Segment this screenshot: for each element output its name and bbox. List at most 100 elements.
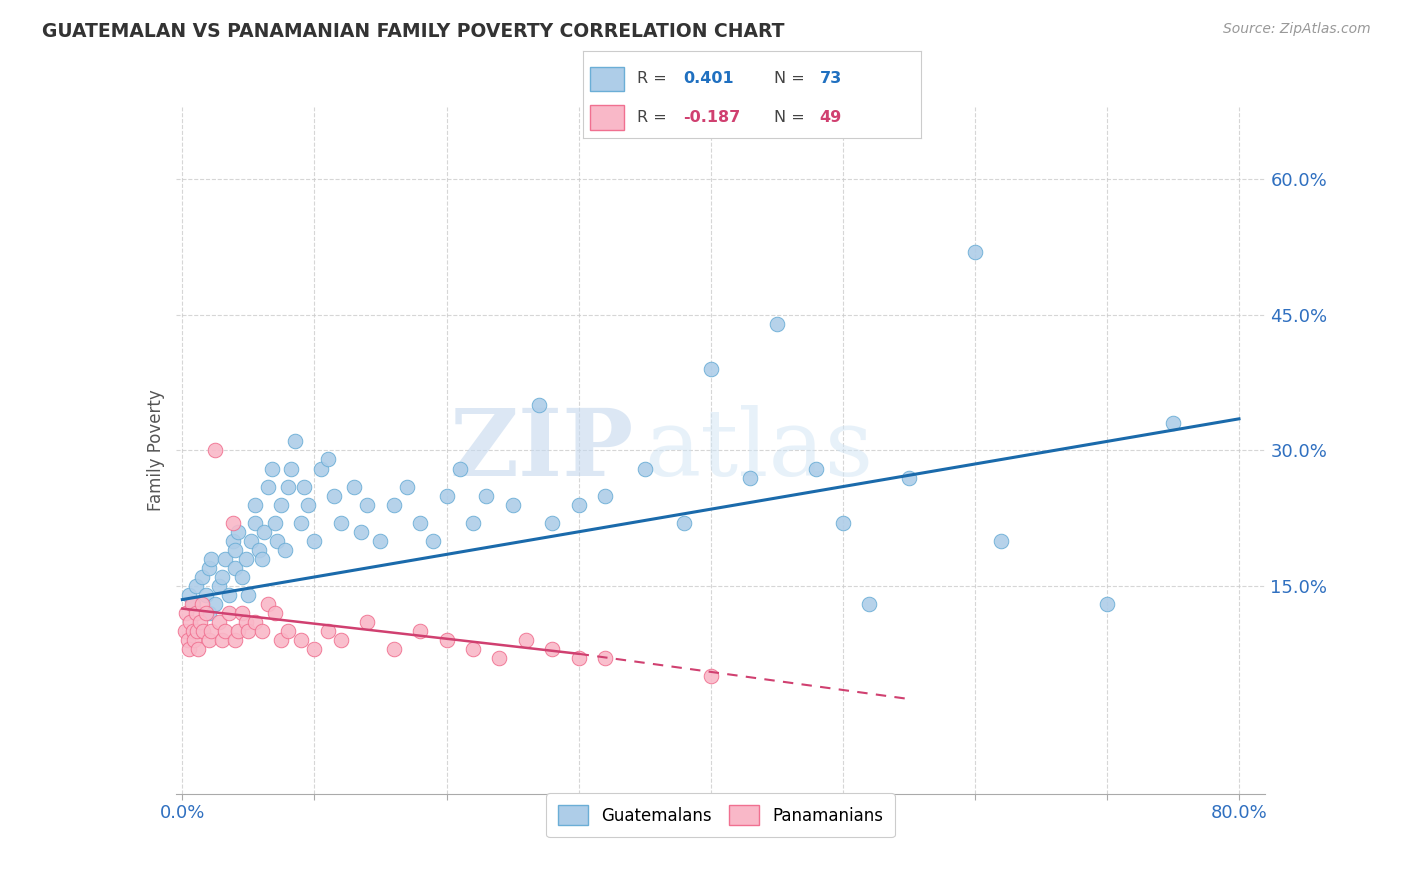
Point <box>188 615 211 630</box>
Point <box>740 470 762 484</box>
Legend: Guatemalans, Panamanians: Guatemalans, Panamanians <box>547 793 894 837</box>
Point <box>208 615 231 630</box>
Point <box>240 533 263 548</box>
Point <box>568 498 591 512</box>
Point <box>195 606 218 620</box>
Point <box>197 633 219 648</box>
Point <box>243 498 266 512</box>
Point <box>177 588 200 602</box>
Point <box>284 434 307 449</box>
Point <box>343 480 366 494</box>
Point <box>461 642 484 657</box>
Point <box>270 498 292 512</box>
Point <box>247 542 270 557</box>
Point <box>673 516 696 530</box>
Point <box>277 624 299 639</box>
Text: atlas: atlas <box>644 406 873 495</box>
Point <box>304 533 326 548</box>
Point <box>488 651 510 665</box>
Point <box>262 461 284 475</box>
Point <box>218 606 240 620</box>
Point <box>274 542 297 557</box>
Point <box>1161 417 1184 431</box>
Point <box>350 524 373 539</box>
Point <box>292 480 315 494</box>
Point <box>224 633 246 648</box>
Point <box>181 597 204 611</box>
Point <box>316 452 339 467</box>
Point <box>231 606 253 620</box>
Point <box>270 633 292 648</box>
Point <box>699 669 721 683</box>
Point <box>765 317 787 331</box>
Point <box>356 615 378 630</box>
Bar <box>591 105 624 129</box>
Point <box>593 651 616 665</box>
Point <box>527 398 550 412</box>
Point <box>208 579 231 593</box>
Point <box>243 615 266 630</box>
Point <box>633 461 655 475</box>
Text: R =: R = <box>637 110 672 125</box>
Point <box>186 624 208 639</box>
Point <box>226 624 249 639</box>
Point <box>204 443 226 458</box>
Point <box>699 362 721 376</box>
Point <box>191 597 214 611</box>
Point <box>250 552 273 566</box>
Point <box>179 615 201 630</box>
Point <box>409 516 432 530</box>
Point <box>211 633 233 648</box>
Point <box>218 588 240 602</box>
Bar <box>591 67 624 91</box>
Point <box>395 480 418 494</box>
Text: N =: N = <box>775 71 810 87</box>
Point <box>180 597 202 611</box>
Point <box>235 552 257 566</box>
Point <box>253 524 276 539</box>
Point <box>184 579 207 593</box>
Point <box>831 516 853 530</box>
Point <box>214 624 236 639</box>
Point <box>297 498 319 512</box>
Point <box>382 642 405 657</box>
Point <box>806 461 828 475</box>
Point <box>176 633 198 648</box>
Point <box>329 633 352 648</box>
Text: 49: 49 <box>820 110 842 125</box>
Point <box>316 624 339 639</box>
Point <box>897 470 920 484</box>
Point <box>181 624 204 639</box>
Point <box>176 606 198 620</box>
Point <box>184 606 207 620</box>
Point <box>226 524 249 539</box>
Point <box>238 624 260 639</box>
Point <box>541 516 564 530</box>
Point <box>204 597 226 611</box>
Point <box>461 516 484 530</box>
Point <box>211 570 233 584</box>
Point <box>304 642 326 657</box>
Point <box>197 606 219 620</box>
Point <box>221 533 243 548</box>
Point <box>193 624 215 639</box>
Point <box>214 552 236 566</box>
Point <box>243 516 266 530</box>
Point <box>568 651 591 665</box>
Point <box>257 480 280 494</box>
Point <box>502 498 524 512</box>
Point <box>221 516 243 530</box>
Point <box>858 597 880 611</box>
Text: 0.401: 0.401 <box>683 71 734 87</box>
Point <box>263 516 285 530</box>
Y-axis label: Family Poverty: Family Poverty <box>146 390 165 511</box>
Point <box>436 633 458 648</box>
Point <box>422 533 444 548</box>
Point <box>183 633 205 648</box>
Point <box>191 570 214 584</box>
Point <box>235 615 257 630</box>
Point <box>195 588 218 602</box>
Point <box>200 624 222 639</box>
Text: -0.187: -0.187 <box>683 110 741 125</box>
Text: N =: N = <box>775 110 810 125</box>
